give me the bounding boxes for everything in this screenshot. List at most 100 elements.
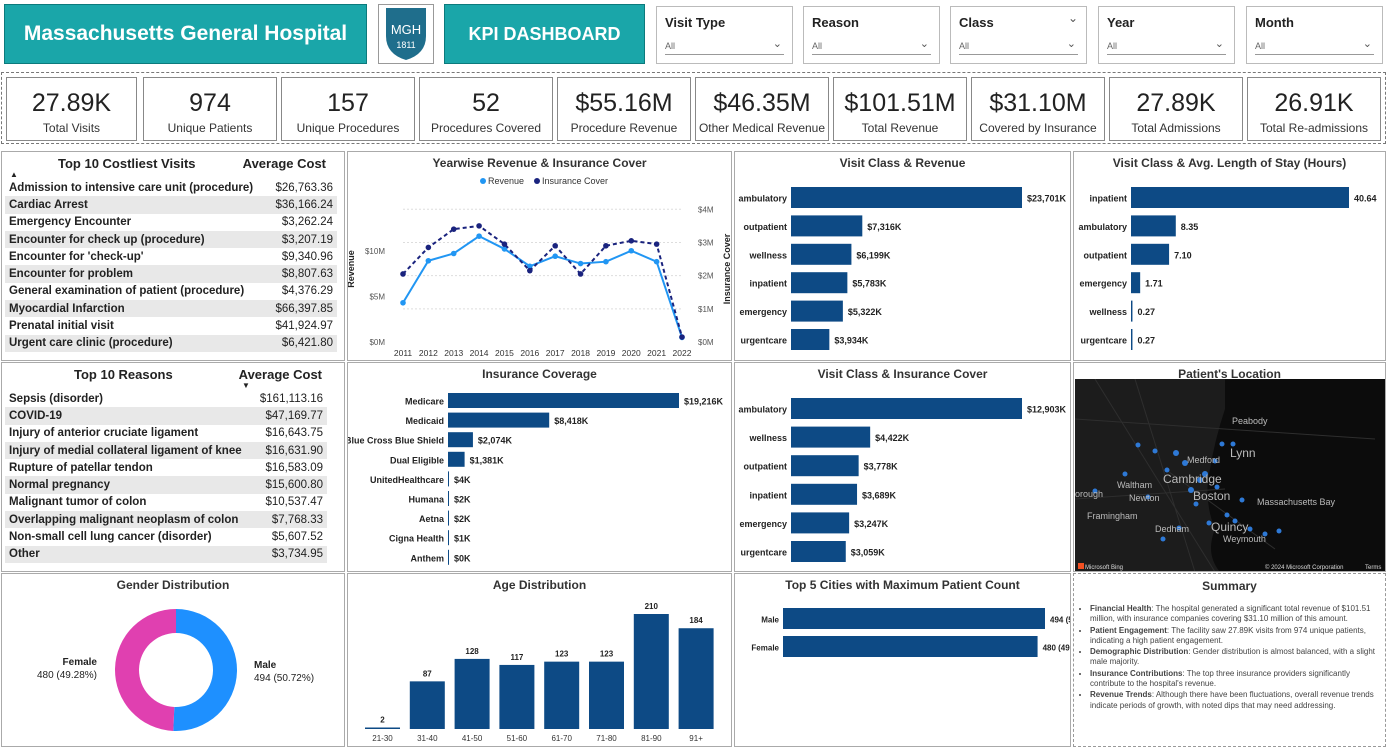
y-axis-title: Revenue xyxy=(348,250,356,288)
chevron-down-icon: ⌄ xyxy=(1067,11,1078,25)
kpi-label: Total Visits xyxy=(42,121,101,135)
sort-ascending-icon[interactable]: ▲ xyxy=(10,170,18,179)
bar-value-label: $2K xyxy=(454,495,471,505)
filter-value: All xyxy=(812,41,823,51)
table-row[interactable]: Non-small cell lung cancer (disorder) $5,… xyxy=(5,528,327,545)
table-row[interactable]: Encounter for problem $8,807.63 xyxy=(5,265,337,283)
column-value-label: 123 xyxy=(600,650,614,659)
column-bar xyxy=(544,661,580,729)
filter-dropdown[interactable]: All ⌄ xyxy=(1255,37,1374,55)
filter-year[interactable]: Year All ⌄ xyxy=(1098,6,1235,64)
summary-item-heading: Insurance Contributions xyxy=(1090,668,1183,678)
bar-chart-svg: Medicare $19,216K Medicaid $8,418K Blue Cros… xyxy=(348,393,724,565)
filter-dropdown[interactable]: All ⌄ xyxy=(1107,37,1226,55)
table-row[interactable]: Encounter for check up (procedure) $3,207… xyxy=(5,230,337,249)
kpi-value: $31.10M xyxy=(989,89,1087,117)
bar xyxy=(1131,300,1133,322)
bar xyxy=(791,329,830,350)
row-cost: $41,924.97 xyxy=(275,320,333,333)
table-row[interactable]: COVID-19 $47,169.77 xyxy=(5,407,327,425)
bar-chart-svg: Male 494 (50.72%) Female 480 (49.28%) xyxy=(751,608,1071,657)
table-row[interactable]: Malignant tumor of colon $10,537.47 xyxy=(5,494,327,511)
bar xyxy=(791,398,1022,419)
table-row[interactable]: Injury of anterior cruciate ligament $16,… xyxy=(5,425,327,442)
row-cost: $16,631.90 xyxy=(253,441,327,460)
x-tick-label: 2012 xyxy=(419,348,438,358)
bar xyxy=(791,483,858,505)
table-row[interactable]: Admission to intensive care unit (proced… xyxy=(5,179,337,196)
series-line-revenue xyxy=(402,234,683,338)
kpi-value: 27.89K xyxy=(31,89,112,117)
filter-value: All xyxy=(1107,41,1118,51)
sort-descending-icon[interactable]: ▼ xyxy=(242,381,250,390)
table-row[interactable]: Sepsis (disorder) $161,113.16 xyxy=(5,390,327,407)
filter-visit-type[interactable]: Visit Type All ⌄ xyxy=(656,6,793,64)
slice-category-label: Male xyxy=(254,660,277,671)
bar-value-label: $3,689K xyxy=(862,490,897,500)
map-terms-link[interactable]: Terms xyxy=(1365,565,1381,571)
row-name: Sepsis (disorder) xyxy=(9,392,103,405)
table-row[interactable]: Injury of medial collateral ligament of … xyxy=(5,441,327,460)
table-column-header[interactable]: Average Cost xyxy=(238,367,322,382)
map-label: Framingham xyxy=(1087,511,1138,521)
table-body: Sepsis (disorder) $161,113.16 COVID-19 $47,… xyxy=(5,390,327,563)
bar-category-label: emergency xyxy=(739,307,787,317)
bar xyxy=(448,491,449,506)
table-row[interactable]: Prenatal initial visit $41,924.97 xyxy=(5,317,337,334)
row-cost: $15,600.80 xyxy=(253,476,327,494)
summary-item: Demographic Distribution: Gender distrib… xyxy=(1090,647,1382,668)
x-tick-label: 2021 xyxy=(647,348,666,358)
chart-title: Age Distribution xyxy=(492,578,587,592)
table-row[interactable]: Overlapping malignant neoplasm of colon $… xyxy=(5,511,327,529)
filter-dropdown[interactable]: All ⌄ xyxy=(959,37,1078,55)
patient-location-map[interactable]: Patient's Location Peabody Lynn Medford … xyxy=(1073,362,1386,572)
table-row[interactable]: Other $3,734.95 xyxy=(5,545,327,563)
map-canvas[interactable]: Peabody Lynn Medford Cambridge Boston Wa… xyxy=(1075,379,1385,572)
pie-slice xyxy=(115,609,176,731)
bar-value-label: $2,074K xyxy=(478,436,513,446)
table-title: Top 10 Reasons xyxy=(74,367,173,382)
table-column-header[interactable]: Average Cost xyxy=(242,156,326,171)
map-label: Massachusetts Bay xyxy=(1257,497,1336,507)
filter-label: Year xyxy=(1107,15,1135,30)
x-tick-label: 41-50 xyxy=(462,734,483,743)
row-name: Urgent care clinic (procedure) xyxy=(5,334,269,352)
table-row[interactable]: Myocardial Infarction $66,397.85 xyxy=(5,300,337,318)
bar-category-label: Medicare xyxy=(405,397,444,407)
table-row[interactable]: Rupture of patellar tendon $16,583.09 xyxy=(5,459,327,476)
table-row[interactable]: Normal pregnancy $15,600.80 xyxy=(5,476,327,494)
map-label: Quincy xyxy=(1211,520,1248,534)
kpi-label: Unique Patients xyxy=(167,121,253,135)
bar-value-label: $3,247K xyxy=(854,519,889,529)
row-cost: $3,207.19 xyxy=(268,230,337,249)
table-row[interactable]: General examination of patient (procedur… xyxy=(5,283,337,300)
filter-month[interactable]: Month All ⌄ xyxy=(1246,6,1383,64)
row-name: Prenatal initial visit xyxy=(9,320,114,333)
bar-category-label: urgentcare xyxy=(740,336,787,346)
kpi-label: Total Re-admissions xyxy=(1259,121,1369,135)
row-cost: $6,421.80 xyxy=(268,334,337,352)
filter-dropdown[interactable]: All ⌄ xyxy=(812,37,931,55)
filter-dropdown[interactable]: All ⌄ xyxy=(665,37,784,55)
map-label: Cambridge xyxy=(1163,472,1222,486)
table-row[interactable]: Emergency Encounter $3,262.24 xyxy=(5,214,337,231)
kpi-card: 27.89K Total Visits xyxy=(6,77,137,141)
filter-label: Month xyxy=(1255,15,1294,30)
data-point xyxy=(679,334,685,340)
filter-class[interactable]: Class ⌄ All ⌄ xyxy=(950,6,1087,64)
filter-reason[interactable]: Reason All ⌄ xyxy=(803,6,940,64)
column-bar xyxy=(365,727,400,729)
row-name: Encounter for problem xyxy=(5,265,269,283)
bar-value-label: $4,422K xyxy=(875,433,910,443)
row-cost: $16,643.75 xyxy=(265,427,323,440)
table-row[interactable]: Encounter for 'check-up' $9,340.96 xyxy=(5,248,337,265)
kpi-value: 157 xyxy=(327,89,369,117)
row-cost: $8,807.63 xyxy=(268,265,337,283)
bar-category-label: Humana xyxy=(408,495,445,505)
table-row[interactable]: Urgent care clinic (procedure) $6,421.80 xyxy=(5,334,337,352)
data-point xyxy=(552,242,558,249)
row-cost: $26,763.36 xyxy=(275,181,333,194)
table-row[interactable]: Cardiac Arrest $36,166.24 xyxy=(5,196,337,214)
bar-value-label: 494 (50.72%) xyxy=(1050,616,1071,625)
bar xyxy=(448,530,449,546)
